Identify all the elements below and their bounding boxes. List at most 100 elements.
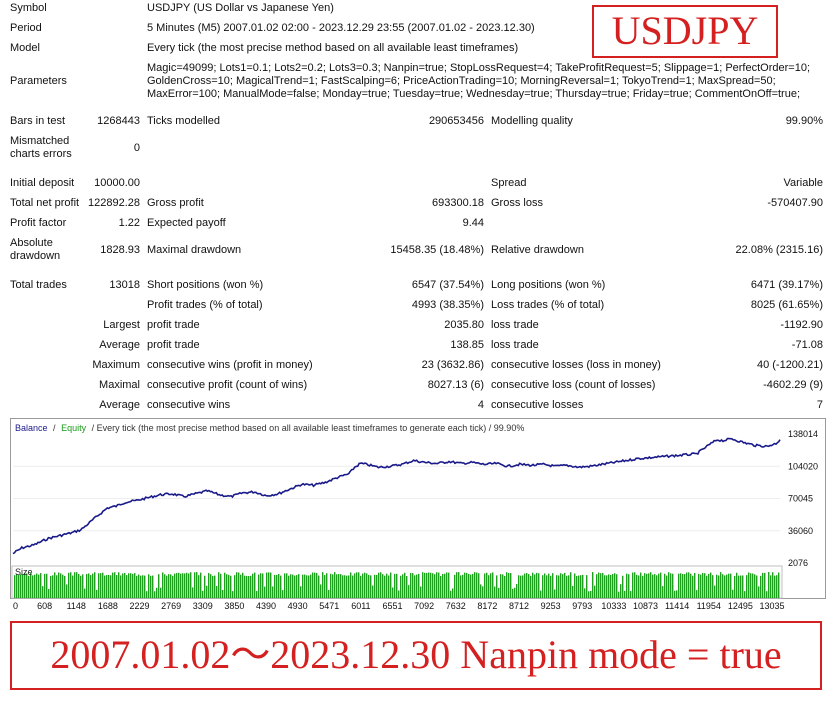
volume-bar bbox=[204, 575, 206, 598]
volume-bar bbox=[628, 574, 630, 598]
volume-bar bbox=[714, 585, 716, 598]
volume-bar bbox=[24, 573, 26, 598]
gross-profit-value: 693300.18 bbox=[432, 197, 484, 209]
volume-bar bbox=[272, 586, 274, 598]
volume-bar bbox=[26, 573, 28, 598]
x-tick-label: 7632 bbox=[446, 601, 466, 611]
volume-bar bbox=[402, 574, 404, 598]
volume-bar bbox=[328, 589, 330, 598]
volume-bar bbox=[48, 588, 50, 598]
y-axis-labels: 138014 104020 70045 36060 2076 bbox=[788, 429, 818, 568]
volume-bar bbox=[706, 575, 708, 598]
x-tick-label: 2229 bbox=[129, 601, 149, 611]
volume-bar bbox=[176, 573, 178, 598]
volume-bar bbox=[540, 590, 542, 598]
volume-bar bbox=[72, 575, 74, 598]
volume-bar bbox=[732, 589, 734, 598]
volume-bar bbox=[124, 573, 126, 598]
volume-bar bbox=[28, 575, 30, 598]
volume-bar bbox=[94, 572, 96, 598]
volume-bar bbox=[658, 573, 660, 598]
volume-bar bbox=[216, 586, 218, 598]
volume-bar bbox=[264, 586, 266, 598]
long-positions-label: Long positions (won %) bbox=[491, 279, 606, 291]
volume-bar bbox=[488, 575, 490, 598]
volume-bar bbox=[150, 575, 152, 598]
volume-bar bbox=[408, 585, 410, 598]
average-consecutive-wins-label: consecutive wins bbox=[147, 399, 231, 411]
volume-bar bbox=[764, 572, 766, 598]
volume-bar bbox=[746, 575, 748, 598]
volume-bar bbox=[598, 572, 600, 598]
average-loss-label: loss trade bbox=[491, 339, 539, 351]
size-label: Size bbox=[15, 567, 33, 577]
volume-bar bbox=[458, 572, 460, 598]
volume-bar bbox=[210, 574, 212, 598]
volume-bar bbox=[114, 572, 116, 598]
volume-bar bbox=[608, 574, 610, 598]
x-tick-label: 6011 bbox=[351, 601, 370, 611]
volume-bar bbox=[624, 590, 626, 598]
expected-payoff-value: 9.44 bbox=[462, 217, 484, 229]
x-tick-label: 608 bbox=[37, 601, 52, 611]
volume-bar bbox=[688, 572, 690, 598]
volume-bar bbox=[82, 574, 84, 598]
volume-bar bbox=[110, 575, 112, 598]
bars-in-test-value: 1268443 bbox=[97, 115, 140, 127]
volume-bar bbox=[424, 572, 426, 598]
average-profit-label: profit trade bbox=[147, 339, 200, 351]
volume-bar bbox=[676, 590, 678, 598]
volume-bar bbox=[240, 574, 242, 598]
volume-bar bbox=[164, 574, 166, 598]
total-trades-value: 13018 bbox=[109, 279, 140, 291]
volume-bar bbox=[190, 572, 192, 598]
volume-bar bbox=[754, 574, 756, 598]
volume-bar bbox=[562, 574, 564, 598]
volume-bar bbox=[56, 575, 58, 598]
volume-bar bbox=[524, 573, 526, 598]
volume-bar bbox=[38, 574, 40, 598]
volume-bar bbox=[188, 573, 190, 598]
volume-bar bbox=[148, 574, 150, 598]
long-positions-value: 6471 (39.17%) bbox=[750, 279, 823, 291]
volume-bar bbox=[380, 572, 382, 598]
volume-bar bbox=[456, 572, 458, 598]
volume-bar bbox=[20, 574, 22, 598]
volume-bar bbox=[472, 573, 474, 598]
volume-bar bbox=[766, 591, 768, 598]
mismatched-label-line2: charts errors bbox=[10, 148, 72, 160]
volume-bar bbox=[734, 575, 736, 598]
volume-bar bbox=[476, 572, 478, 598]
volume-bar bbox=[600, 573, 602, 598]
absolute-drawdown-label-line1: Absolute bbox=[10, 237, 53, 249]
x-axis-labels: 0 608 1148 1688 2229 2769 3309 3850 4390 4930 5471… bbox=[13, 601, 785, 611]
volume-bar bbox=[556, 575, 558, 598]
volume-bar bbox=[776, 575, 778, 598]
volume-bar bbox=[116, 575, 118, 598]
volume-bar bbox=[248, 575, 250, 598]
volume-bar bbox=[58, 572, 60, 598]
volume-bar bbox=[364, 572, 366, 598]
volume-bar bbox=[740, 575, 742, 598]
volume-bar bbox=[306, 575, 308, 598]
volume-bar bbox=[106, 575, 108, 598]
parameters-label: Parameters bbox=[10, 75, 67, 87]
volume-bar bbox=[68, 572, 70, 598]
volume-bar bbox=[694, 573, 696, 598]
volume-bar bbox=[64, 575, 66, 598]
volume-bar bbox=[224, 572, 226, 598]
chart-gridlines bbox=[13, 465, 780, 532]
volume-bar bbox=[434, 574, 436, 598]
volume-bar bbox=[136, 575, 138, 598]
volume-bar bbox=[78, 574, 80, 598]
volume-bar bbox=[356, 572, 358, 598]
volume-bar bbox=[178, 572, 180, 598]
volume-bar bbox=[612, 574, 614, 598]
x-tick-label: 6551 bbox=[382, 601, 402, 611]
volume-bar bbox=[480, 584, 482, 598]
y-tick-label: 138014 bbox=[788, 429, 818, 439]
volume-bar bbox=[100, 573, 102, 598]
average-profit-value: 138.85 bbox=[450, 339, 484, 351]
volume-bar bbox=[406, 575, 408, 598]
volume-bar bbox=[610, 574, 612, 598]
